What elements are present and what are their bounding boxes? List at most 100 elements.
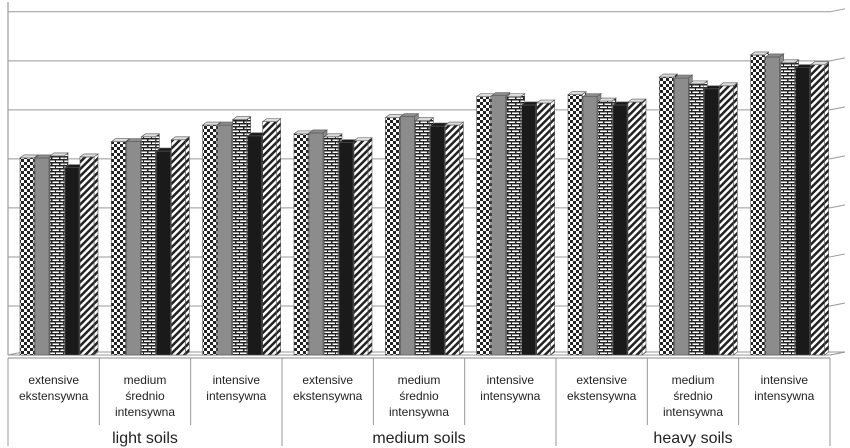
bar-top (567, 91, 587, 95)
bar-side (733, 82, 738, 356)
bar-top (444, 121, 465, 126)
bar-top (749, 51, 770, 56)
bar-top (399, 113, 420, 118)
bar-top (201, 121, 222, 126)
bar (64, 167, 80, 356)
group-label: heavy soils (653, 430, 733, 447)
bar-top (688, 80, 709, 85)
bar-top (414, 117, 435, 121)
bar-top (809, 61, 830, 66)
bar-top (261, 118, 282, 122)
bar (780, 62, 795, 356)
bar-top (170, 136, 191, 141)
bar-top (323, 133, 343, 138)
grid-line-depth (829, 302, 846, 307)
bar (171, 139, 186, 356)
bar (597, 100, 613, 356)
x-tick-label: medium średnio intensywna (388, 373, 450, 419)
bar (704, 88, 719, 356)
grid-line-depth (829, 204, 846, 209)
bar (430, 125, 445, 356)
grid-line-depth (829, 155, 846, 160)
bar-top (308, 129, 328, 134)
bar-top (718, 82, 739, 87)
bar-top (353, 137, 373, 142)
bar (795, 67, 810, 356)
bar (293, 133, 309, 356)
bar-side (93, 153, 99, 356)
bar (34, 157, 50, 356)
bar (49, 155, 65, 356)
bar (521, 104, 536, 356)
bar (156, 150, 171, 356)
bar-side (824, 61, 829, 356)
bar-top (658, 73, 679, 78)
x-tick-label: extensive ekstensywna (292, 373, 363, 403)
bar-top (140, 133, 161, 138)
bar (567, 94, 583, 356)
bar (536, 102, 551, 356)
bar (506, 96, 521, 356)
bar (765, 56, 780, 356)
bar (202, 124, 217, 356)
bar (79, 156, 95, 356)
bar (445, 124, 460, 356)
group-label: medium soils (372, 430, 466, 447)
bar (308, 132, 324, 356)
bar (612, 104, 628, 356)
bar (659, 76, 674, 356)
x-tick-label: intensive intensywna (480, 373, 541, 403)
bar (689, 83, 704, 356)
group-label: light soils (112, 430, 178, 447)
bar-top (505, 93, 526, 97)
bar (627, 101, 643, 356)
grid-line-depth (829, 106, 846, 111)
bar (111, 141, 126, 356)
bar-side (367, 137, 373, 356)
bar (232, 119, 247, 356)
x-tick-label: extensive ekstensywna (18, 373, 89, 403)
bar (247, 135, 262, 356)
bar-side (185, 136, 190, 356)
bar-side (641, 98, 647, 356)
bar-top (535, 99, 556, 104)
bar (719, 85, 734, 356)
bar-top (764, 53, 785, 58)
x-tick-label: intensive intensywna (754, 373, 815, 403)
bar (674, 77, 689, 356)
bar-top (582, 93, 602, 97)
bar (353, 140, 369, 356)
bar-top (231, 116, 252, 120)
bar-top (110, 138, 131, 143)
bar (19, 157, 35, 356)
bar-side (550, 99, 555, 356)
bar-side (276, 118, 281, 356)
bar (415, 120, 430, 356)
bar (385, 117, 400, 356)
grid-line-depth (829, 57, 846, 62)
x-tick-label: medium średnio intensywna (662, 373, 724, 419)
x-tick-label: intensive intensywna (206, 373, 267, 403)
bar (323, 136, 339, 356)
x-tick-label: extensive ekstensywna (566, 373, 637, 403)
bar (338, 142, 354, 356)
bar (262, 121, 277, 356)
x-tick-label: medium średnio intensywna (114, 373, 176, 419)
bar-top (597, 97, 617, 102)
bar (810, 64, 825, 356)
bar-top (79, 153, 99, 158)
grid-line-depth (829, 8, 846, 13)
bar (400, 116, 415, 356)
grid-line-depth (829, 253, 846, 258)
bar (217, 124, 232, 356)
bar-top (19, 154, 39, 159)
bar (141, 136, 156, 356)
bar (491, 95, 506, 356)
bar-top (779, 59, 800, 64)
bar (126, 141, 141, 356)
bar-top (49, 152, 69, 157)
bar-top (673, 74, 694, 79)
bar (582, 96, 598, 356)
